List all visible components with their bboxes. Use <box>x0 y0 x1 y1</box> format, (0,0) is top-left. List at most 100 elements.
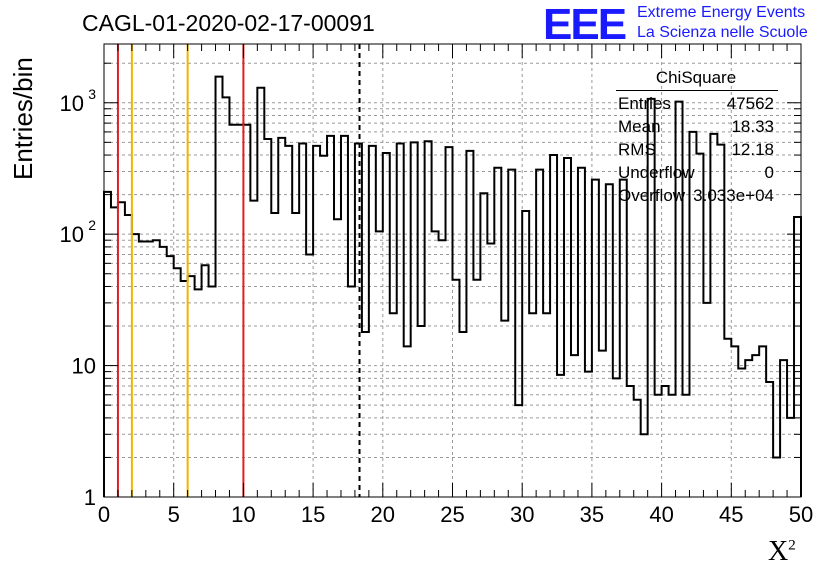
x-tick-label: 5 <box>168 502 180 527</box>
histogram-bin <box>118 202 125 497</box>
histogram-bin <box>341 136 348 497</box>
stats-row-overflow: Overflow 3.033e+04 <box>618 186 774 208</box>
logo-line-2: La Scienza nelle Scuole <box>637 24 808 41</box>
x-tick-label: 35 <box>580 502 604 527</box>
histogram-bin <box>299 143 306 497</box>
histogram-bin <box>376 231 383 497</box>
stats-divider <box>616 90 778 91</box>
histogram-bin <box>439 240 446 497</box>
histogram-bin <box>236 125 243 497</box>
histogram-bin <box>453 280 460 497</box>
histogram-bin <box>515 405 522 497</box>
histogram-bin <box>181 281 188 497</box>
histogram-bin <box>787 418 794 497</box>
histogram-bin <box>724 339 731 497</box>
y-tick-exponent: 3 <box>88 86 96 102</box>
histogram-bin <box>494 168 501 497</box>
stats-title: ChiSquare <box>655 68 737 87</box>
eee-logo: EEE <box>543 0 627 49</box>
histogram-bin <box>473 280 480 497</box>
histogram-bin <box>362 332 369 497</box>
stats-row-entries: Entries 47562 <box>618 94 774 116</box>
x-tick-label: 30 <box>510 502 534 527</box>
histogram-bin <box>557 375 564 497</box>
histogram-bin <box>662 386 669 497</box>
histogram-bin <box>216 77 223 497</box>
histogram-bin <box>620 180 627 497</box>
histogram-bin <box>174 268 181 497</box>
stats-value: 12.18 <box>731 140 774 159</box>
histogram-bin <box>634 400 641 497</box>
histogram-bin <box>466 151 473 497</box>
x-tick-label: 50 <box>789 502 813 527</box>
histogram-bin <box>731 346 738 497</box>
histogram-bin <box>773 457 780 497</box>
histogram-bin <box>390 313 397 497</box>
histogram-bin <box>292 213 299 497</box>
histogram-bin <box>397 143 404 497</box>
histogram-outline <box>103 75 802 497</box>
histogram-bin <box>446 147 453 497</box>
histogram-bin <box>202 265 209 497</box>
y-tick-label: 1 <box>84 485 96 510</box>
histogram-bin <box>432 231 439 497</box>
stats-key: Overflow <box>618 186 686 205</box>
histogram-bin <box>160 247 167 497</box>
histogram-bin <box>320 156 327 497</box>
histogram-bin <box>285 146 292 497</box>
x-tick-label: 45 <box>719 502 743 527</box>
y-axis-label: Entries/bin <box>8 57 38 180</box>
histogram-bin <box>536 170 543 497</box>
histogram-bin <box>257 88 264 497</box>
histogram-bin <box>655 395 662 497</box>
histogram-bin <box>222 97 229 497</box>
histogram-bin <box>703 303 710 497</box>
histogram-bin <box>271 213 278 497</box>
histogram-bin <box>229 125 236 497</box>
run-title: CAGL-01-2020-02-17-00091 <box>82 10 375 36</box>
histogram-bin <box>543 313 550 497</box>
y-tick-label: 10 <box>60 91 84 116</box>
histogram-bin <box>132 234 139 497</box>
stats-row-underflow: Underflow 0 <box>618 163 774 185</box>
stats-key: RMS <box>618 140 656 159</box>
y-tick-label: 10 <box>60 222 84 247</box>
histogram-bin <box>313 146 320 497</box>
stats-row-mean: Mean 18.33 <box>618 117 774 139</box>
histogram-bin <box>480 193 487 497</box>
histogram-bin <box>752 355 759 497</box>
histogram-bin <box>592 180 599 497</box>
histogram-bin <box>669 395 676 497</box>
histogram-bin <box>794 217 801 497</box>
stats-value: 3.033e+04 <box>693 186 774 205</box>
histogram-bin <box>209 286 216 497</box>
x-tick-label: 25 <box>440 502 464 527</box>
histogram-bin <box>383 153 390 497</box>
x-axis-label-base: X <box>768 536 789 567</box>
stats-value: 18.33 <box>731 117 774 136</box>
stats-row-rms: RMS 12.18 <box>618 140 774 162</box>
histogram-bin <box>139 241 146 497</box>
histogram-bin <box>425 141 432 497</box>
histogram-bin <box>153 240 160 497</box>
x-tick-label: 40 <box>649 502 673 527</box>
histogram-bin <box>529 313 536 497</box>
x-axis-label-sup: 2 <box>788 537 796 554</box>
histogram-bin <box>278 138 285 497</box>
histogram-bin <box>683 395 690 497</box>
logo-line-1: Extreme Energy Events <box>637 4 806 21</box>
histogram-bin <box>641 434 648 497</box>
histogram-bin <box>459 332 466 497</box>
histogram-bin <box>146 241 153 497</box>
histogram-bin <box>780 360 787 497</box>
stats-key: Entries <box>618 94 671 113</box>
histogram-bin <box>369 146 376 497</box>
histogram-bin <box>606 184 613 497</box>
stats-box: ChiSquare Entries 47562 Mean 18.33 RMS 1… <box>612 64 780 212</box>
histogram-bin <box>522 211 529 497</box>
histogram-bin <box>508 170 515 497</box>
histogram-bin <box>745 360 752 497</box>
axis-ticks <box>103 44 802 498</box>
histogram-bin <box>418 326 425 497</box>
